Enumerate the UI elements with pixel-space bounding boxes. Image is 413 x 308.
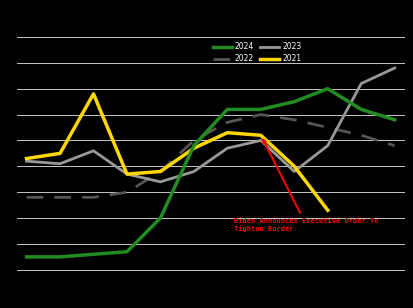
Text: Biden Announces Executive Order To
Tighten Border: Biden Announces Executive Order To Tight… — [234, 140, 379, 232]
Legend: 2024, 2022, 2023, 2021: 2024, 2022, 2023, 2021 — [211, 41, 303, 65]
